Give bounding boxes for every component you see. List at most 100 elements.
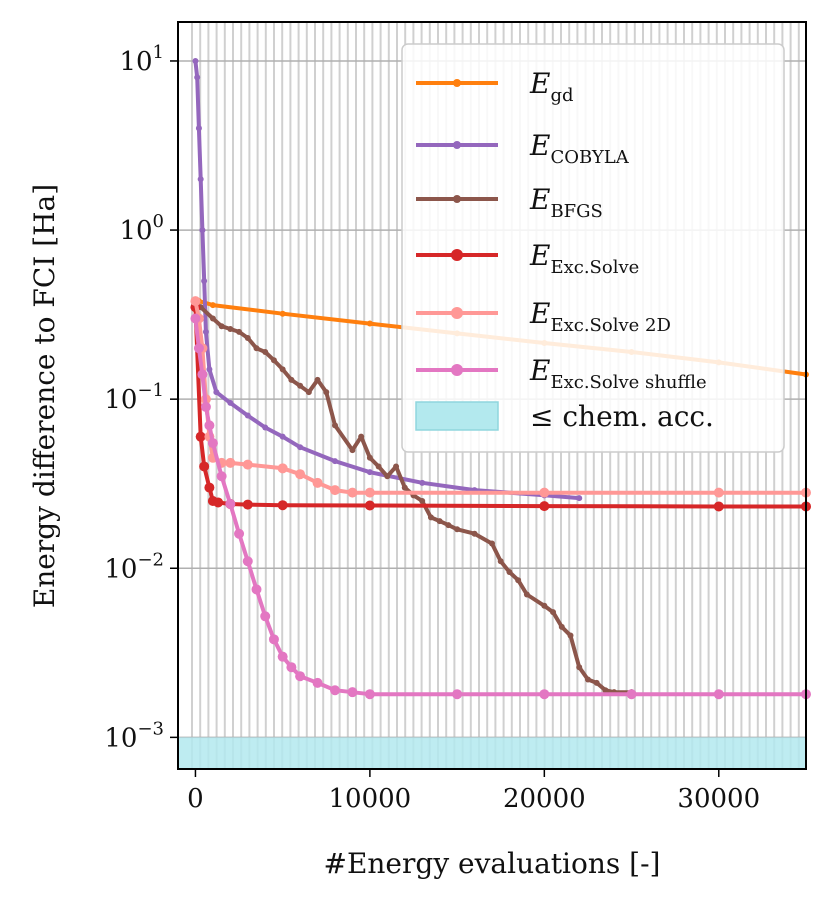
data-point — [262, 424, 269, 431]
data-point — [539, 689, 550, 700]
data-point — [567, 632, 574, 639]
data-point — [366, 454, 373, 461]
data-point — [515, 577, 522, 584]
data-point — [366, 469, 373, 476]
data-point — [260, 611, 271, 622]
data-point — [200, 401, 211, 412]
data-point — [192, 57, 199, 64]
legend-label-gd: Egd — [529, 67, 574, 106]
y-axis-label: Energy difference to FCI [Ha] — [28, 184, 61, 608]
data-point — [576, 664, 583, 671]
data-point — [393, 463, 400, 470]
data-point — [236, 328, 243, 335]
data-point — [207, 438, 218, 449]
data-point — [262, 349, 269, 356]
data-point — [558, 623, 565, 630]
data-point — [312, 677, 323, 688]
data-point — [279, 310, 286, 317]
data-point — [204, 482, 215, 493]
data-point — [242, 556, 253, 567]
data-point — [204, 420, 215, 431]
data-point — [541, 602, 548, 609]
data-point — [199, 461, 210, 472]
data-point — [295, 671, 306, 682]
x-tick-label: 30000 — [677, 784, 760, 814]
data-point — [713, 501, 724, 512]
axis-ticks — [170, 60, 720, 777]
data-point — [593, 679, 600, 686]
data-point — [323, 389, 330, 396]
data-point — [375, 463, 382, 470]
series-exc_solve_shuffle — [190, 313, 811, 700]
data-point — [277, 651, 288, 662]
data-point — [452, 689, 463, 700]
y-tick-label: 100 — [119, 211, 164, 246]
data-point — [364, 500, 375, 511]
data-point — [190, 313, 201, 324]
data-point — [489, 540, 495, 547]
legend-label-chem-acc: ≤ chem. acc. — [530, 400, 714, 433]
data-point — [550, 609, 557, 616]
data-point — [195, 125, 202, 132]
data-point — [279, 433, 286, 440]
data-point — [297, 444, 304, 451]
data-point — [279, 366, 286, 373]
series-line-cobyla — [193, 60, 580, 501]
y-tick-label: 10−2 — [104, 549, 164, 584]
data-point — [332, 458, 338, 465]
data-point — [202, 328, 209, 335]
data-point — [364, 487, 375, 498]
data-point — [288, 376, 295, 383]
data-point — [227, 399, 234, 406]
data-point — [330, 485, 340, 496]
legend-entry-chem-acc: ≤ chem. acc. — [415, 400, 714, 433]
data-point — [497, 558, 504, 565]
data-point — [401, 484, 408, 491]
data-point — [626, 689, 637, 700]
data-point — [234, 528, 245, 539]
legend-label-exc_solve_2d: EExc.Solve 2D — [529, 297, 671, 336]
data-point — [576, 495, 583, 502]
data-point — [197, 176, 204, 183]
data-point — [364, 689, 375, 700]
legend-entry-exc_solve_shuffle: EExc.Solve shuffle — [416, 354, 707, 393]
data-point — [201, 277, 208, 284]
y-tick-label: 10−3 — [104, 718, 164, 753]
legend-marker-bfgs — [453, 195, 461, 203]
data-point — [195, 431, 206, 442]
data-point — [268, 634, 279, 645]
x-tick-label: 0 — [187, 784, 204, 814]
data-point — [253, 345, 260, 352]
legend-marker-exc_solve_shuffle — [451, 364, 463, 376]
data-point — [286, 662, 297, 673]
data-point — [209, 315, 216, 322]
data-point — [713, 487, 724, 498]
plot-frame — [177, 21, 807, 770]
data-point — [295, 469, 306, 480]
legend-entry-exc_solve_2d: EExc.Solve 2D — [416, 297, 671, 336]
legend-entry-cobyla: ECOBYLA — [416, 129, 630, 168]
data-point — [419, 479, 426, 486]
y-tick-label: 10−1 — [104, 380, 164, 415]
data-point — [225, 498, 236, 509]
legend-marker-cobyla — [453, 141, 461, 149]
legend-entry-exc_solve: EExc.Solve — [416, 239, 639, 278]
data-point — [244, 334, 251, 341]
data-point — [297, 382, 304, 389]
legend-marker-gd — [453, 79, 461, 87]
data-point — [314, 376, 321, 383]
data-point — [277, 463, 288, 474]
data-point — [366, 320, 373, 327]
data-point — [213, 389, 220, 396]
legend-marker-exc_solve_2d — [451, 307, 463, 319]
data-point — [312, 477, 323, 488]
data-point — [384, 473, 391, 480]
data-point — [206, 366, 213, 373]
data-point — [251, 584, 262, 595]
legend-label-bfgs: EBFGS — [529, 183, 603, 222]
data-point — [209, 302, 216, 309]
data-point — [436, 518, 443, 525]
legend-label-exc_solve_shuffle: EExc.Solve shuffle — [529, 354, 707, 393]
series-cobyla — [192, 57, 583, 502]
